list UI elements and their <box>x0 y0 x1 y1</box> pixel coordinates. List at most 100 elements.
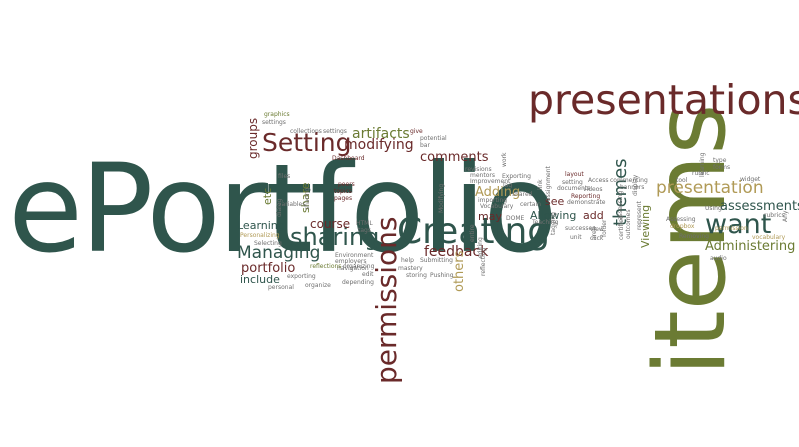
word-setting: Setting <box>262 128 352 157</box>
word-successes: successes <box>565 225 596 232</box>
word-teaching: Teaching <box>532 219 559 226</box>
word-removing: Removing <box>679 233 709 240</box>
word-topics: topics <box>334 188 352 195</box>
word-vocabulary-2: vocabulary <box>752 234 786 241</box>
word-click: click <box>590 235 604 242</box>
word-organize: organize <box>305 282 331 289</box>
word-groups: groups <box>246 117 260 159</box>
word-dialog: dialog <box>276 198 283 217</box>
word-assessments: assessments <box>720 199 799 214</box>
word-may: may <box>478 210 502 223</box>
word-sharing: sharing <box>290 223 380 251</box>
word-documents: documents <box>557 185 591 192</box>
word-permission: permission <box>715 225 748 232</box>
word-layout: layout <box>565 171 584 178</box>
word-area: area <box>591 226 598 240</box>
word-forms: forms <box>713 164 731 171</box>
word-using: Using <box>705 205 722 212</box>
word-shared: shared <box>512 191 533 198</box>
word-eportfolio: ePortfolio <box>8 138 558 280</box>
word-modifying-2: Modifying <box>438 183 445 213</box>
word-reflections: reflections <box>310 263 342 270</box>
word-videos: videos <box>583 186 603 193</box>
word-revisions: revisions <box>465 166 492 173</box>
word-view: view <box>590 226 604 233</box>
word-pages: pages <box>334 195 353 202</box>
word-demonstrate: demonstrate <box>567 199 606 206</box>
word-assessing: Assessing <box>666 216 696 223</box>
word-widget: widget <box>740 176 761 183</box>
word-presentations: presentations <box>528 76 799 124</box>
word-tagging: tagging <box>550 212 557 235</box>
word-rubric: rubric <box>692 170 710 177</box>
word-assignment: assignment <box>545 166 552 201</box>
word-display: display <box>632 174 639 196</box>
word-give: give <box>410 128 423 135</box>
word-sharing-2: sharing <box>304 187 311 210</box>
word-tool: tool <box>676 177 688 184</box>
word-organizing: organizing <box>343 263 375 270</box>
word-variables: variables <box>278 201 306 208</box>
word-mastery: mastery <box>398 265 423 272</box>
word-navigation: navigation <box>337 265 369 272</box>
word-tags: tags <box>358 227 371 234</box>
word-others: others <box>452 250 467 292</box>
word-dashboard: Dashboard <box>332 155 365 162</box>
word-unit: unit <box>570 234 582 241</box>
word-bar: bar <box>420 142 430 149</box>
word-portfolio: portfolio <box>241 261 296 276</box>
word-adding: Adding <box>475 185 521 200</box>
word-editing: editing <box>477 237 484 258</box>
word-html: HTML <box>356 220 373 227</box>
word-banners: banners <box>620 184 645 191</box>
word-want: want <box>705 209 772 240</box>
word-add: add <box>583 209 604 222</box>
word-peers: peers <box>338 181 355 188</box>
word-files: files <box>278 173 291 180</box>
word-presentation: presentation <box>656 178 764 198</box>
word-certain: certain <box>520 201 541 208</box>
word-rubrics: rubrics <box>764 212 785 219</box>
word-storing: storing <box>406 272 427 279</box>
word-importing: importing <box>478 197 508 204</box>
word-type: type <box>713 157 727 164</box>
word-collections: collections <box>290 128 322 135</box>
word-edit: edit <box>362 271 374 278</box>
word-improvement: Improvement <box>470 178 511 185</box>
word-learning: Learning <box>237 219 285 232</box>
word-course: course <box>310 217 351 231</box>
word-commenting: commenting <box>610 177 648 184</box>
word-settings-2: settings <box>323 128 347 135</box>
word-managing: Managing <box>237 243 321 263</box>
word-dome: DOME <box>506 215 525 222</box>
word-selecting: Selecting <box>254 240 282 247</box>
word-personal: personal <box>268 284 294 291</box>
word-feedback: feedback <box>424 244 489 260</box>
word-dropbox: dropbox <box>670 223 695 230</box>
word-submitting: Submitting <box>420 257 453 264</box>
word-settings-1: settings <box>262 119 286 126</box>
word-vocabulary: Vocabulary <box>480 203 514 210</box>
word-certified: certified <box>618 215 625 240</box>
word-entire: entire <box>469 224 476 242</box>
word-outcomes: outcomes <box>625 209 632 239</box>
word-environment: Environment <box>335 252 374 259</box>
word-work: work <box>501 152 508 167</box>
word-audio: audio <box>710 255 727 262</box>
word-potential: potential <box>420 135 447 142</box>
word-administering: Administering <box>705 239 796 254</box>
word-depending: depending <box>342 279 374 286</box>
word-exporting-2: Exporting <box>502 173 531 180</box>
word-include: include <box>240 273 280 286</box>
word-setting-2: setting <box>562 179 583 186</box>
word-creating: Creating <box>397 211 551 252</box>
word-allowing: Allowing <box>530 209 577 222</box>
word-folder: folder <box>601 219 608 237</box>
word-mentors: mentors <box>470 172 495 179</box>
word-help: help <box>401 257 414 264</box>
word-comments: comments <box>420 150 489 165</box>
word-pushing: Pushing <box>430 272 454 279</box>
word-reporting: Reporting <box>571 193 601 200</box>
word-etc: etc <box>261 187 274 205</box>
word-access: Access <box>588 177 609 184</box>
